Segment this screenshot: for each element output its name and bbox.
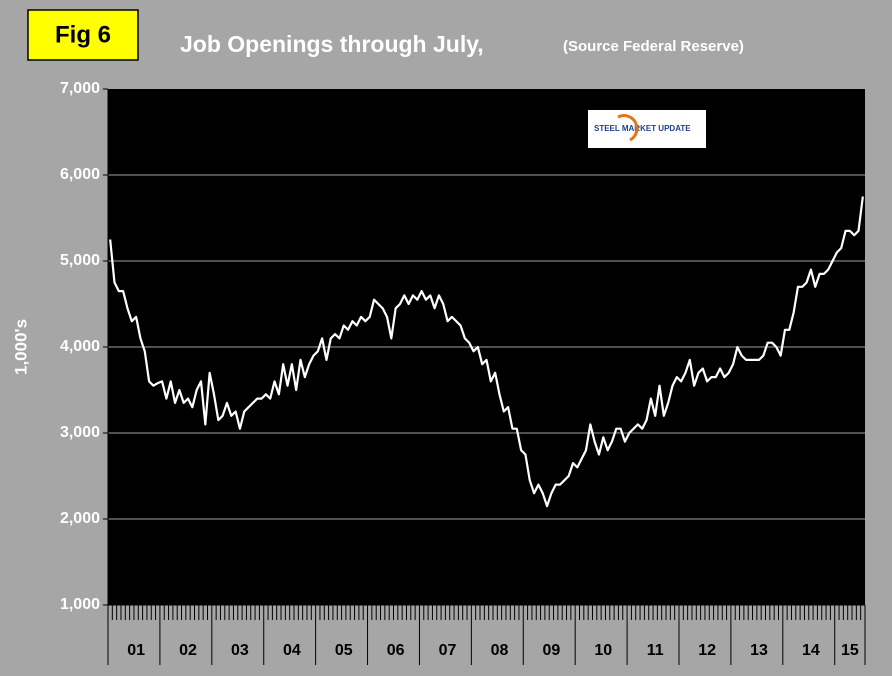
x-tick-label: 15 bbox=[841, 642, 859, 659]
badge: Fig 6 bbox=[55, 21, 111, 48]
logo: STEEL MARKET UPDATE bbox=[594, 124, 691, 133]
x-tick-label: 07 bbox=[439, 642, 457, 659]
y-tick-label: 1,000 bbox=[60, 596, 100, 613]
y-tick-label: 4,000 bbox=[60, 338, 100, 355]
logo-swoosh bbox=[617, 114, 639, 142]
chart-title: Job Openings through July, bbox=[180, 31, 484, 57]
x-tick-label: 06 bbox=[387, 642, 405, 659]
x-tick-label: 10 bbox=[594, 642, 612, 659]
x-tick-label: 11 bbox=[647, 642, 664, 659]
chart-subtitle: (Source Federal Reserve) bbox=[563, 38, 744, 55]
y-tick-label: 6,000 bbox=[60, 166, 100, 183]
badge-box bbox=[27, 9, 139, 61]
x-tick-label: 13 bbox=[750, 642, 768, 659]
x-tick-label: 09 bbox=[542, 642, 560, 659]
x-tick-label: 02 bbox=[179, 642, 197, 659]
x-tick-label: 14 bbox=[802, 642, 820, 659]
data-line bbox=[109, 196, 864, 508]
x-tick-label: 12 bbox=[698, 642, 716, 659]
x-tick-label: 01 bbox=[127, 642, 145, 659]
x-tick-label: 05 bbox=[335, 642, 353, 659]
y-tick-label: 5,000 bbox=[60, 252, 100, 269]
logo-box bbox=[588, 110, 706, 148]
y-tick-label: 3,000 bbox=[60, 424, 100, 441]
x-tick-label: 03 bbox=[231, 642, 249, 659]
x-axis-area bbox=[108, 605, 865, 665]
x-tick-label: 08 bbox=[491, 642, 509, 659]
y-tick-label: 7,000 bbox=[60, 80, 100, 97]
x-tick-label: 04 bbox=[283, 642, 301, 659]
y-axis-label: 1,000's bbox=[11, 319, 30, 375]
y-tick-label: 2,000 bbox=[60, 510, 100, 527]
